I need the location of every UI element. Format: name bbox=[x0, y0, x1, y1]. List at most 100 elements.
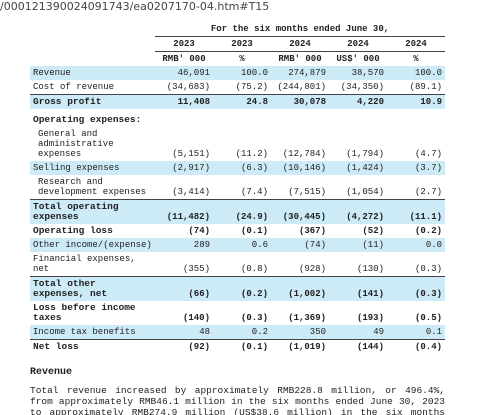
table-row: General and administrative expenses (5,15… bbox=[30, 127, 445, 161]
table-row: Operating expenses: bbox=[30, 109, 445, 127]
cell-value: (0.3) bbox=[387, 276, 446, 301]
table-row: Cost of revenue (34,683) (75.2) (244,801) (3… bbox=[30, 80, 445, 95]
row-label: General and administrative expenses bbox=[38, 129, 114, 159]
row-label: Total other expenses, net bbox=[30, 276, 155, 301]
unit-header: % bbox=[413, 54, 419, 64]
cell-value: (74) bbox=[188, 226, 210, 236]
row-label: Net loss bbox=[30, 339, 155, 354]
cell-value: 4,220 bbox=[329, 94, 387, 109]
cell-value: 0.2 bbox=[213, 325, 271, 340]
cell-value: (144) bbox=[329, 339, 387, 354]
unit-header: RMB' 000 bbox=[278, 54, 322, 64]
header-row: For the six months ended June 30, bbox=[30, 22, 446, 37]
cell-value: (4.7) bbox=[415, 149, 443, 159]
row-label: Operating loss bbox=[33, 225, 113, 236]
year-header: 2023 bbox=[213, 36, 271, 52]
cell-value: (0.8) bbox=[240, 264, 268, 274]
cell-value: 49 bbox=[329, 325, 387, 340]
cell-value: (0.4) bbox=[387, 339, 446, 354]
cell-value: (11) bbox=[329, 238, 387, 252]
cell-value: (10,146) bbox=[271, 161, 329, 175]
cell-value: 10.9 bbox=[387, 94, 446, 109]
cell-value: 48 bbox=[155, 325, 213, 340]
table-row: Gross profit 11,408 24.8 30,078 4,220 10.9 bbox=[30, 94, 446, 109]
cell-value: (3.7) bbox=[387, 161, 446, 175]
cell-value: 350 bbox=[271, 325, 329, 340]
cell-value: (244,801) bbox=[277, 82, 326, 92]
year-header: 2024 bbox=[329, 36, 387, 52]
income-table: For the six months ended June 30, 2023 202… bbox=[30, 22, 446, 354]
table-row: Revenue 46,091 100.0 274,879 38,570 100.0 bbox=[30, 66, 446, 80]
cell-value: (0.3) bbox=[240, 313, 268, 323]
cell-value: (7.4) bbox=[240, 187, 268, 197]
row-label: Financial expenses, net bbox=[33, 254, 136, 274]
cell-value: (1,019) bbox=[271, 339, 329, 354]
cell-value: (1,369) bbox=[288, 313, 326, 323]
cell-value: 24.8 bbox=[213, 94, 271, 109]
table-row: Operating loss (74) (0.1) (367) (52) (0.2) bbox=[30, 224, 445, 238]
table-row: Financial expenses, net (355) (0.8) (928) (1… bbox=[30, 252, 445, 277]
cell-value: (11.1) bbox=[387, 199, 446, 224]
cell-value: (2,917) bbox=[155, 161, 213, 175]
cell-value: (11.2) bbox=[235, 149, 268, 159]
cell-value: (34,350) bbox=[340, 82, 384, 92]
cell-value: 289 bbox=[155, 238, 213, 252]
table-row: Research and development expenses (3,414)… bbox=[30, 175, 445, 200]
section-text: Total revenue increased by approximately… bbox=[30, 385, 445, 415]
year-header: 2024 bbox=[271, 36, 329, 52]
cell-value: (30,445) bbox=[271, 199, 329, 224]
cell-value: (0.2) bbox=[415, 226, 443, 236]
cell-value: (193) bbox=[356, 313, 384, 323]
cell-value: (0.3) bbox=[415, 264, 443, 274]
header-row: RMB' 000% RMB' 000 US$' 000% bbox=[30, 52, 445, 67]
row-label: Revenue bbox=[30, 66, 155, 80]
cell-value: (130) bbox=[356, 264, 384, 274]
cell-value: (3,414) bbox=[172, 187, 210, 197]
section-heading: Revenue bbox=[30, 367, 73, 378]
unit-header: % bbox=[239, 54, 245, 64]
unit-header: US$' 000 bbox=[336, 54, 380, 64]
cell-value: 38,570 bbox=[329, 66, 387, 80]
table-row: Selling expenses (2,917) (6.3) (10,146) (1,4… bbox=[30, 161, 446, 175]
unit-header: RMB' 000 bbox=[162, 54, 206, 64]
row-label: Operating expenses: bbox=[33, 114, 142, 125]
cell-value: (0.2) bbox=[213, 276, 271, 301]
cell-value: (5,151) bbox=[172, 149, 210, 159]
row-label: Loss before income taxes bbox=[33, 302, 136, 323]
cell-value: (0.1) bbox=[213, 339, 271, 354]
row-label: Selling expenses bbox=[30, 161, 155, 175]
cell-value: (1,054) bbox=[346, 187, 384, 197]
cell-value: 0.1 bbox=[387, 325, 446, 340]
blank-cell bbox=[30, 52, 155, 67]
cell-value: (928) bbox=[298, 264, 326, 274]
cell-value: 30,078 bbox=[271, 94, 329, 109]
cell-value: 11,408 bbox=[155, 94, 213, 109]
cell-value: (52) bbox=[362, 226, 384, 236]
cell-value: (1,002) bbox=[271, 276, 329, 301]
header-row: 2023 2023 2024 2024 2024 bbox=[30, 36, 446, 52]
row-label: Cost of revenue bbox=[33, 82, 115, 92]
cell-value: (74) bbox=[271, 238, 329, 252]
year-header: 2024 bbox=[387, 36, 446, 52]
cell-value: (0.5) bbox=[415, 313, 443, 323]
cell-value: (89.1) bbox=[409, 82, 443, 92]
cell-value: (140) bbox=[182, 313, 210, 323]
cell-value: (34,683) bbox=[166, 82, 210, 92]
row-label: Income tax benefits bbox=[30, 325, 155, 340]
table-row: Other income/(expense) 289 0.6 (74) (11) 0.0 bbox=[30, 238, 446, 252]
row-label: Research and development expenses bbox=[38, 177, 147, 197]
cell-value: (0.1) bbox=[240, 226, 268, 236]
table-row: Income tax benefits 48 0.2 350 49 0.1 bbox=[30, 325, 446, 340]
row-label: Total operating expenses bbox=[30, 199, 155, 224]
year-header: 2023 bbox=[155, 36, 213, 52]
cell-value: (367) bbox=[298, 226, 326, 236]
cell-value: (24.9) bbox=[213, 199, 271, 224]
cell-value: 274,879 bbox=[271, 66, 329, 80]
cell-value: 100.0 bbox=[213, 66, 271, 80]
table-row: Total operating expenses (11,482) (24.9) (3… bbox=[30, 199, 446, 224]
cell-value: (12,784) bbox=[282, 149, 326, 159]
cell-value: (141) bbox=[329, 276, 387, 301]
blank-cell bbox=[30, 37, 155, 52]
blank-cell bbox=[30, 22, 155, 37]
